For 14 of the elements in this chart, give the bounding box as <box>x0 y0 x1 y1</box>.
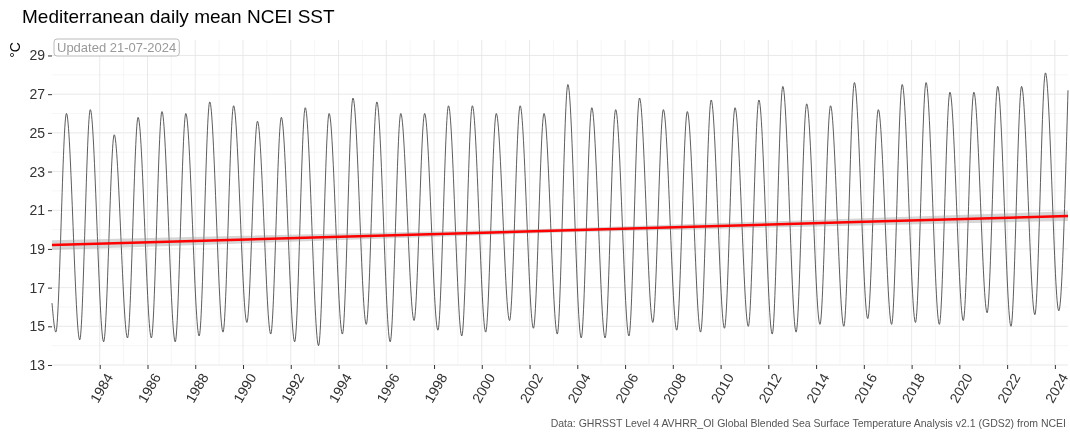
y-tick-label: 29 <box>29 47 46 64</box>
y-tick-label: 25 <box>29 124 46 141</box>
line-series <box>51 72 1069 347</box>
y-tick-label: 27 <box>29 86 46 103</box>
y-tick-label: 15 <box>29 318 46 335</box>
y-tick-label: 19 <box>29 240 46 257</box>
y-axis-title: °C <box>7 42 23 58</box>
y-tick-label: 21 <box>29 202 46 219</box>
y-tick-label: 23 <box>29 163 46 180</box>
text: Data: GHRSST Level 4 AVHRR_OI Global Blended Sea Surface Temperature Analysis v2.1 (GDS2) from NCEI <box>550 417 1066 429</box>
y-tick-label: 17 <box>29 279 46 296</box>
chart-title: Mediterranean daily mean NCEI SST <box>22 6 335 27</box>
y-tick-label: 13 <box>29 356 46 373</box>
annotation: Updated 21-07-2024 <box>57 40 177 55</box>
